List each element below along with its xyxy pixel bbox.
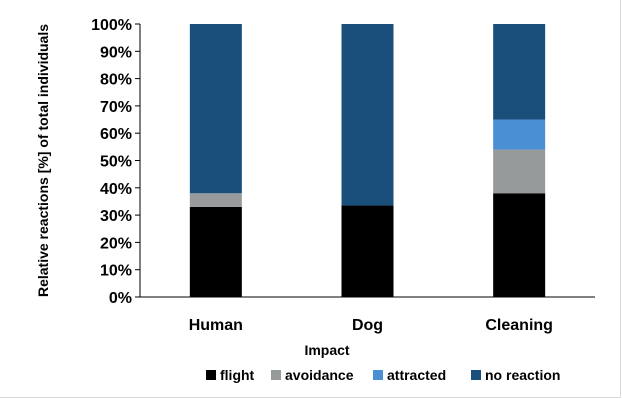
bar-segment-avoidance-cleaning — [493, 149, 546, 194]
legend-label: attracted — [387, 367, 446, 383]
bar-segment-no-reaction-human — [189, 24, 242, 194]
bar-segment-attracted-cleaning — [493, 119, 546, 150]
legend-swatch — [206, 370, 216, 380]
x-tick-label: Cleaning — [485, 317, 553, 334]
x-tick-label: Dog — [352, 317, 383, 334]
y-tick-label: 20% — [100, 235, 132, 252]
y-tick-label: 60% — [100, 126, 132, 143]
y-tick-label: 90% — [100, 44, 132, 61]
bar-segment-no-reaction-cleaning — [493, 24, 546, 120]
legend-swatch — [471, 370, 481, 380]
bar-segment-no-reaction-dog — [341, 24, 394, 206]
y-tick-label: 100% — [91, 17, 132, 34]
y-tick-label: 10% — [100, 263, 132, 280]
y-tick-label: 50% — [100, 154, 132, 171]
bar-segment-flight-cleaning — [493, 193, 546, 297]
legend-swatch — [271, 370, 281, 380]
bar-segment-flight-dog — [341, 205, 394, 297]
x-axis-category-labels: Human Dog Cleaning — [189, 317, 553, 334]
plot-area — [189, 24, 546, 297]
legend-label: flight — [220, 367, 255, 383]
bar-segment-avoidance-human — [189, 193, 242, 207]
bar-segment-flight-human — [189, 206, 242, 297]
legend-item-avoidance: avoidance — [271, 367, 354, 383]
legend-label: no reaction — [485, 367, 560, 383]
y-tick-label: 80% — [100, 72, 132, 89]
y-tick-label: 30% — [100, 208, 132, 225]
legend-item-attracted: attracted — [373, 367, 446, 383]
y-tick-label: 70% — [100, 99, 132, 116]
x-axis-title: Impact — [304, 342, 349, 358]
x-tick-label: Human — [189, 317, 243, 334]
legend: flight avoidance attracted no reaction — [206, 367, 560, 383]
y-tick-label: 0% — [109, 290, 132, 307]
legend-swatch — [373, 370, 383, 380]
legend-item-flight: flight — [206, 367, 255, 383]
legend-item-no-reaction: no reaction — [471, 367, 560, 383]
y-axis-ticks: 0% 10% 20% 30% 40% 50% 60% 70% 80% 90% 100% — [91, 17, 140, 307]
y-tick-label: 40% — [100, 181, 132, 198]
legend-label: avoidance — [285, 367, 354, 383]
y-axis-title: Relative reactions [%] of total individu… — [35, 24, 51, 297]
